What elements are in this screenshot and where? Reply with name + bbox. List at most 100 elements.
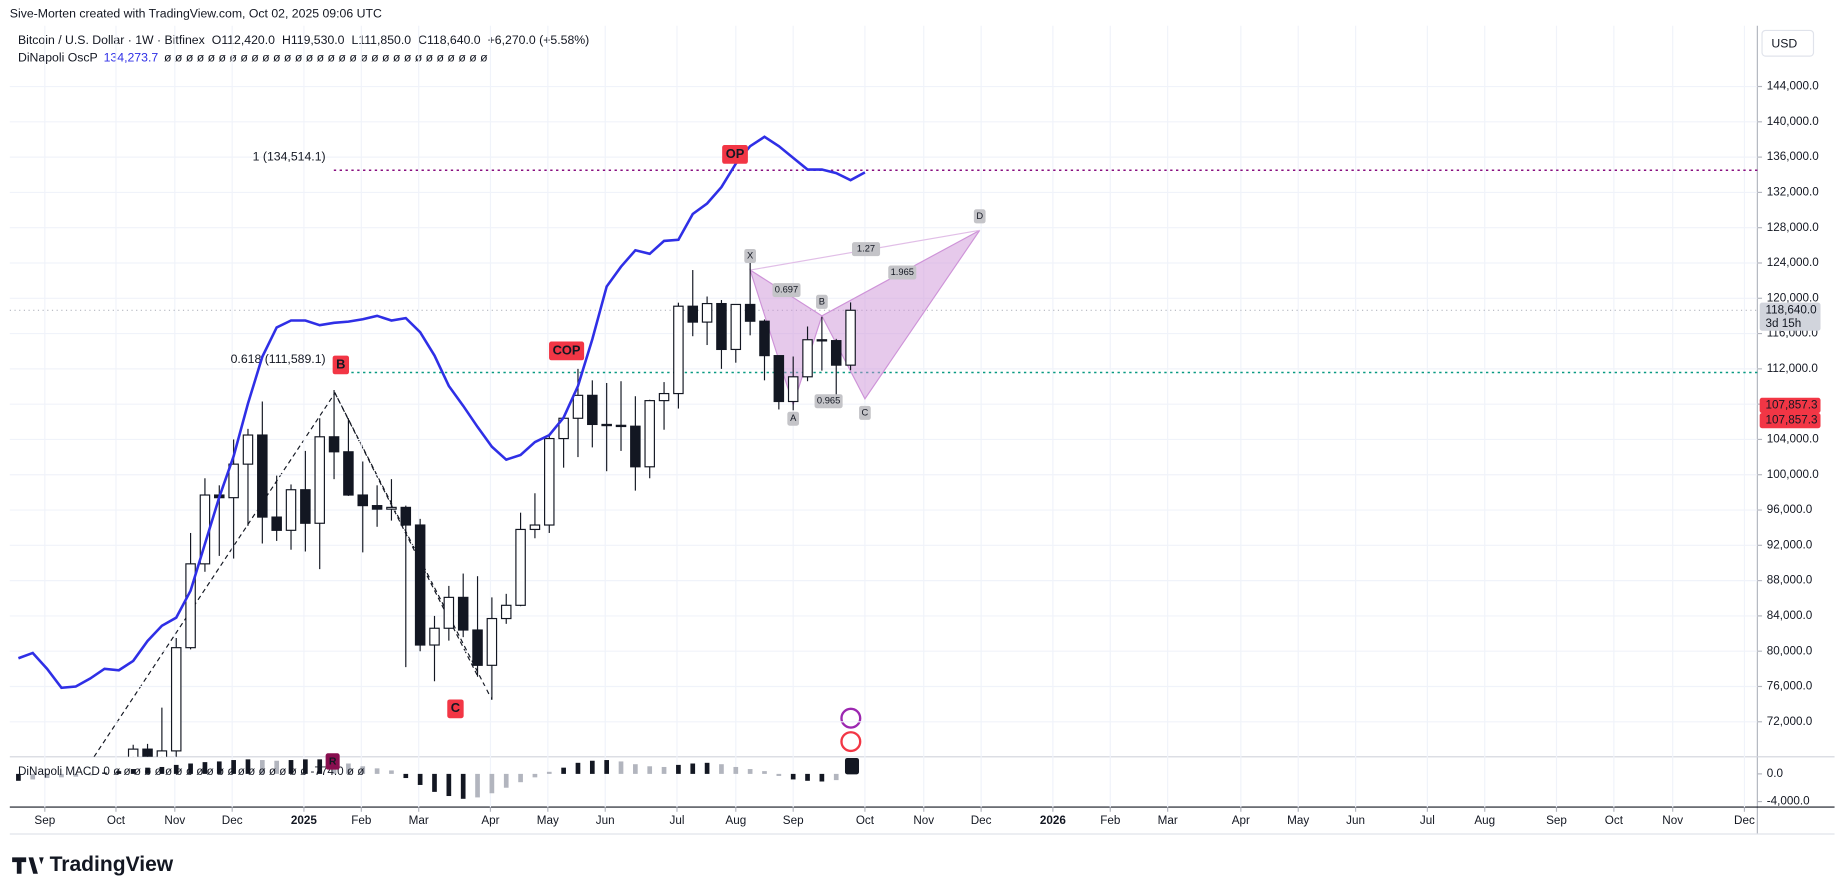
- x-tick-label: Nov: [164, 814, 185, 827]
- macd-marker-box: [844, 757, 860, 775]
- x-tick-label: Sep: [34, 814, 55, 827]
- x-tick-label: Aug: [1474, 814, 1495, 827]
- candle-body: [429, 627, 440, 646]
- candle-body: [544, 437, 555, 526]
- signal-label: C: [451, 700, 460, 715]
- macd-bar: [661, 766, 667, 774]
- x-tick-label: Jul: [1420, 814, 1435, 827]
- macd-bar: [102, 772, 107, 774]
- osc-status: DiNapoli OscP 134,273.7 ø ø ø ø ø ø ø ø ø …: [18, 51, 488, 65]
- ratio-label: 1.965: [891, 267, 914, 277]
- x-tick-label: Mar: [409, 814, 429, 827]
- candle-body: [716, 302, 727, 351]
- x-tick-label: Oct: [107, 814, 126, 827]
- signal-label: OP: [726, 146, 745, 161]
- candle-body: [314, 436, 325, 524]
- candle-body: [127, 748, 139, 757]
- event-icon[interactable]: [840, 731, 862, 753]
- y-tick-label: 92,000.0: [1767, 538, 1813, 551]
- macd-marker: R: [329, 755, 337, 767]
- macd-bar: [130, 769, 136, 774]
- macd-bar: [604, 760, 610, 774]
- macd-name: DiNapoli MACD: [18, 765, 100, 778]
- candle-body: [830, 340, 842, 366]
- macd-bar: [288, 760, 294, 774]
- signal-label: COP: [553, 342, 581, 357]
- y-tick-label: 80,000.0: [1767, 644, 1813, 657]
- macd-bar: [274, 760, 280, 774]
- candle-body: [457, 596, 469, 631]
- x-tick-label: May: [1287, 814, 1309, 827]
- x-tick-label: Dec: [971, 814, 992, 827]
- macd-bar: [747, 769, 753, 774]
- y-tick-label: 104,000.0: [1767, 433, 1819, 446]
- candle-body: [744, 303, 756, 322]
- macd-status: 0 ø ø ø ø ø ø ø ø ø ø ø ø ø ø ø ø ø ø ø …: [103, 765, 364, 778]
- candle-body: [773, 355, 785, 403]
- signal-box: [549, 341, 585, 361]
- macd-bar: [776, 773, 782, 776]
- y-tick-label: 100,000.0: [1767, 468, 1819, 481]
- macd-bar: [173, 764, 179, 774]
- x-tick-label: Sep: [783, 814, 804, 827]
- x-tick-label: Jun: [1346, 814, 1365, 827]
- signal-box: [447, 699, 464, 719]
- ratio-box: [888, 265, 917, 280]
- currency: USD: [1771, 37, 1797, 51]
- macd-bar: [561, 767, 566, 774]
- macd-bar: [618, 761, 624, 774]
- candle-body: [802, 339, 813, 378]
- price-label-note: 3d 15h: [1766, 317, 1802, 330]
- candle-body: [343, 451, 354, 496]
- x-tick-label: Feb: [351, 814, 372, 827]
- macd-bar: [489, 773, 495, 794]
- macd-bar: [575, 762, 581, 774]
- macd-bar: [503, 773, 509, 788]
- macd-bar: [259, 760, 265, 774]
- macd-marker-box: [325, 753, 340, 770]
- candle-body: [673, 305, 684, 395]
- candle-body: [486, 617, 498, 666]
- price-label-box: [1759, 413, 1821, 429]
- macd-bar: [833, 773, 839, 781]
- ratio-box: [814, 394, 843, 409]
- candle-body: [443, 596, 455, 629]
- credit: Sive-Morten created with TradingView.com…: [10, 6, 382, 20]
- macd-bar: [30, 773, 36, 780]
- macd-bar: [676, 764, 681, 774]
- macd-bar: [116, 771, 122, 774]
- macd-bar: [633, 764, 638, 774]
- osc-empty: ø ø ø ø ø ø ø ø ø ø ø ø ø ø ø ø ø ø ø ø …: [164, 51, 488, 65]
- candle-body: [371, 505, 383, 510]
- signal-label: B: [336, 356, 345, 371]
- candle-body: [601, 423, 612, 427]
- candle-body: [658, 392, 670, 402]
- x-tick-label: Dec: [1734, 814, 1755, 827]
- macd-bar: [690, 763, 696, 774]
- candle-body: [185, 563, 196, 649]
- candle-body: [257, 434, 268, 518]
- macd-bar: [188, 763, 193, 774]
- pattern-point-box: [816, 294, 828, 309]
- y-tick-label: 84,000.0: [1767, 609, 1813, 622]
- close: C118,640.0: [418, 33, 481, 47]
- pattern-point-label: A: [790, 413, 797, 423]
- pattern-point-box: [744, 248, 756, 264]
- candle-body: [615, 424, 627, 428]
- y-tick-label: 72,000.0: [1767, 715, 1813, 728]
- macd-bar: [73, 773, 79, 777]
- event-icon[interactable]: [840, 707, 862, 729]
- currency-box[interactable]: [1761, 29, 1815, 57]
- y-tick-label: 136,000.0: [1767, 150, 1819, 163]
- macd-bar: [805, 773, 810, 781]
- price-label: 118,640.0: [1766, 303, 1818, 316]
- y-tick-label: 112,000.0: [1767, 362, 1819, 375]
- pattern-point-label: C: [862, 407, 869, 417]
- ratio-label: 0.965: [817, 396, 840, 406]
- fib-label: 1 (134,514.1): [253, 150, 326, 164]
- y-tick-label: 88,000.0: [1767, 574, 1813, 587]
- pattern-point-box: [787, 411, 800, 426]
- macd-tick-label: 0.0: [1767, 767, 1784, 780]
- x-tick-label: Nov: [913, 814, 934, 827]
